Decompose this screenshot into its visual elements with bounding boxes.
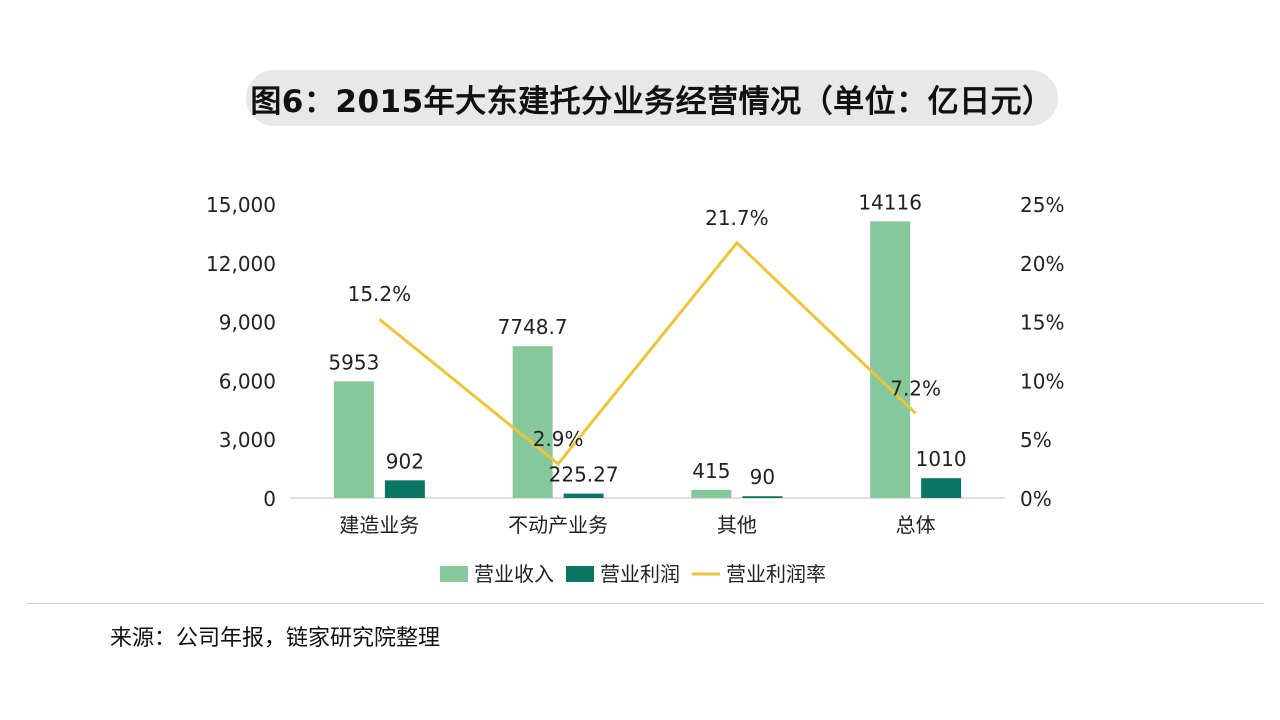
y-right-tick-label: 10%	[1020, 369, 1064, 393]
chart-title: 图6：2015年大东建托分业务经营情况（单位：亿日元）	[250, 83, 1054, 120]
bar-profit-label: 902	[386, 449, 424, 473]
legend-label-profit: 营业利润	[600, 562, 680, 586]
bar-revenue-label: 415	[692, 459, 730, 483]
x-tick-label: 不动产业务	[508, 513, 608, 537]
bar-revenue-label: 14116	[858, 190, 922, 214]
bar-profit-label: 225.27	[549, 463, 619, 487]
y-right-tick-label: 20%	[1020, 252, 1064, 276]
bar-revenue	[333, 381, 374, 498]
legend-swatch-profit	[566, 566, 594, 582]
y-left-tick-label: 6,000	[219, 369, 276, 393]
y-right-tick-label: 5%	[1020, 428, 1052, 452]
y-right-tick-label: 25%	[1020, 193, 1064, 217]
y-right-tick-label: 15%	[1020, 311, 1064, 335]
bar-profit	[921, 478, 962, 498]
line-margin-label: 7.2%	[890, 376, 941, 400]
bar-revenue-label: 5953	[328, 350, 379, 374]
legend-label-margin: 营业利润率	[726, 562, 826, 586]
bar-revenue-label: 7748.7	[498, 315, 568, 339]
bar-line-chart: 0 3,000 6,000 9,000 12,000 15,000 0% 5% 10% 15% 20…	[206, 190, 1064, 586]
x-tick-label: 总体	[896, 513, 936, 537]
chart-title-banner: 图6：2015年大东建托分业务经营情况（单位：亿日元）	[246, 70, 1058, 126]
bar-profit-label: 90	[750, 465, 775, 489]
bar-revenue	[870, 221, 911, 498]
y-right-tick-label: 0%	[1020, 487, 1052, 511]
y-left-tick-label: 15,000	[206, 193, 276, 217]
bar-profit	[563, 493, 604, 498]
line-margin	[378, 240, 917, 467]
x-tick-label: 建造业务	[339, 513, 419, 537]
divider-line	[26, 603, 1264, 604]
source-note: 来源：公司年报，链家研究院整理	[110, 626, 441, 651]
bar-revenue	[512, 346, 553, 498]
y-left-tick-label: 9,000	[219, 311, 276, 335]
line-margin-label: 21.7%	[705, 206, 769, 230]
line-margin-label: 15.2%	[348, 282, 412, 306]
line-margin-label: 2.9%	[533, 427, 584, 451]
x-tick-label: 其他	[717, 513, 757, 537]
legend-label-revenue: 营业收入	[474, 562, 554, 586]
legend-swatch-revenue	[440, 566, 468, 582]
bar-profit	[742, 496, 783, 498]
bar-profit	[384, 480, 425, 498]
y-left-tick-label: 0	[263, 487, 276, 511]
y-left-tick-label: 12,000	[206, 252, 276, 276]
bar-revenue	[691, 489, 732, 498]
y-left-tick-label: 3,000	[219, 428, 276, 452]
bar-profit-label: 1010	[916, 447, 967, 471]
